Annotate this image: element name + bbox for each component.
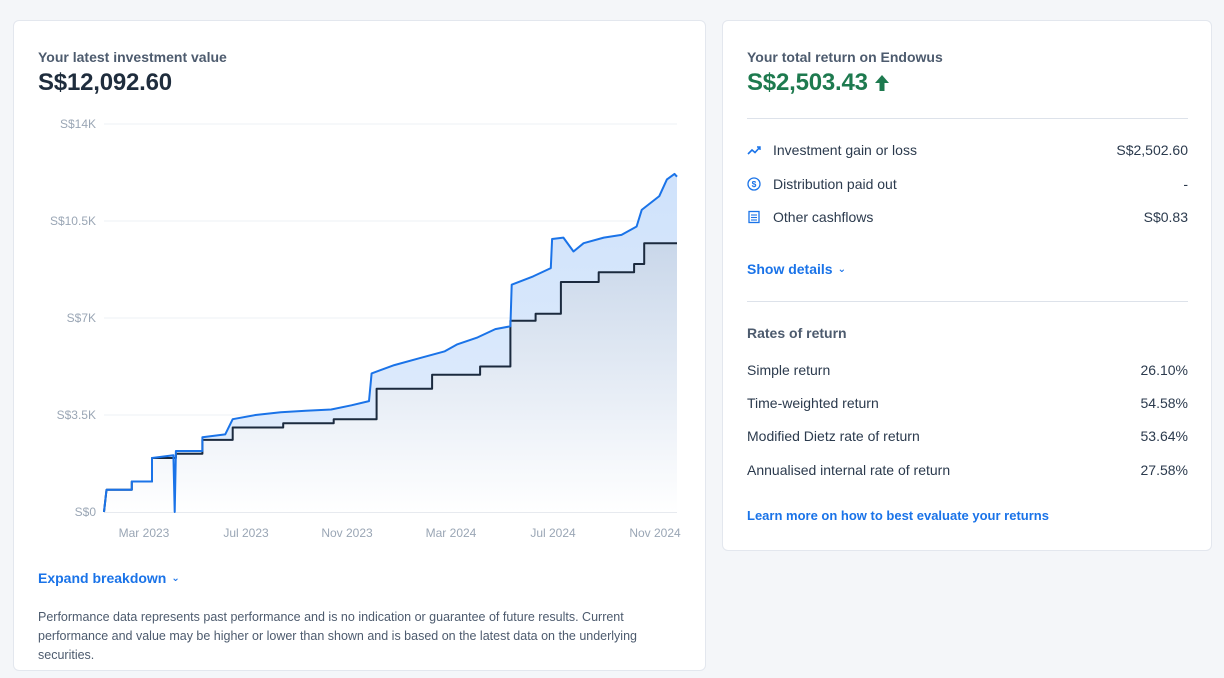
rate-row-modified-dietz: Modified Dietz rate of return 53.64% (747, 425, 1188, 447)
x-tick-label: Nov 2023 (321, 526, 373, 540)
document-icon (747, 210, 761, 224)
dollar-coin-icon: $ (747, 177, 761, 191)
investment-value-card: Your latest investment value S$12,092.60… (13, 20, 706, 671)
y-tick-label: S$10.5K (50, 214, 96, 228)
net-investment-area (104, 243, 677, 512)
return-row-label: Investment gain or loss (773, 142, 917, 158)
return-row-value: S$2,502.60 (1116, 142, 1188, 158)
show-details-button[interactable]: Show details ⌄ (747, 261, 846, 277)
rate-row-value: 54.58% (1140, 395, 1188, 411)
disclaimer-text: Performance data represents past perform… (38, 610, 637, 662)
y-tick-label: S$14K (60, 117, 96, 131)
x-tick-label: Mar 2023 (119, 526, 170, 540)
return-row-investment-gain: Investment gain or loss S$2,502.60 (747, 139, 1188, 161)
learn-more-link[interactable]: Learn more on how to best evaluate your … (747, 508, 1049, 523)
y-tick-label: S$7K (67, 311, 96, 325)
return-row-value: - (1183, 176, 1188, 192)
expand-breakdown-label: Expand breakdown (38, 570, 167, 586)
return-row-label: Other cashflows (773, 209, 874, 225)
net-investment-line (103, 242, 677, 513)
y-tick-label: S$0 (75, 505, 97, 519)
divider-middle (747, 301, 1188, 302)
x-tick-label: Jul 2023 (223, 526, 269, 540)
y-tick-label: S$3.5K (57, 408, 96, 422)
return-row-other-cashflows: Other cashflows S$0.83 (747, 206, 1188, 228)
rate-row-value: 26.10% (1140, 362, 1188, 378)
show-details-label: Show details (747, 261, 833, 277)
chevron-down-icon: ⌄ (171, 572, 180, 584)
return-row-value: S$0.83 (1143, 209, 1188, 225)
investment-value: S$12,092.60 (38, 69, 172, 96)
divider-top (747, 118, 1188, 119)
arrow-up-icon (874, 75, 889, 91)
investment-chart[interactable]: S$14K S$10.5K S$7K S$3.5K S$0 Mar 2023 Jul 202… (14, 21, 707, 561)
total-return-value: S$2,503.43 (747, 69, 868, 96)
rate-row-label: Time-weighted return (747, 395, 879, 411)
total-return-label: Your total return on Endowus (747, 49, 943, 65)
investment-value-line (103, 172, 678, 513)
x-tick-label: Mar 2024 (426, 526, 477, 540)
rate-row-label: Simple return (747, 362, 831, 378)
return-row-distribution: $ Distribution paid out - (747, 173, 1188, 195)
chevron-down-icon: ⌄ (837, 263, 846, 275)
rate-row-label: Annualised internal rate of return (747, 462, 951, 478)
rates-of-return-title: Rates of return (747, 325, 847, 341)
rate-row-time-weighted: Time-weighted return 54.58% (747, 392, 1188, 414)
x-tick-label: Jul 2024 (530, 526, 576, 540)
expand-breakdown-button[interactable]: Expand breakdown ⌄ (38, 570, 180, 586)
investment-value-label: Your latest investment value (38, 49, 227, 65)
rate-row-simple: Simple return 26.10% (747, 359, 1188, 381)
total-return-value-group: S$2,503.43 (747, 69, 890, 97)
return-row-label: Distribution paid out (773, 176, 897, 192)
rate-row-annualised-irr: Annualised internal rate of return 27.58… (747, 459, 1188, 481)
rate-row-value: 53.64% (1140, 428, 1188, 444)
svg-text:$: $ (752, 179, 757, 189)
rate-row-label: Modified Dietz rate of return (747, 428, 920, 444)
total-return-card: Your total return on Endowus S$2,503.43 … (722, 20, 1212, 551)
x-tick-label: Nov 2024 (629, 526, 681, 540)
rate-row-value: 27.58% (1140, 462, 1188, 478)
trend-up-icon (747, 143, 761, 157)
